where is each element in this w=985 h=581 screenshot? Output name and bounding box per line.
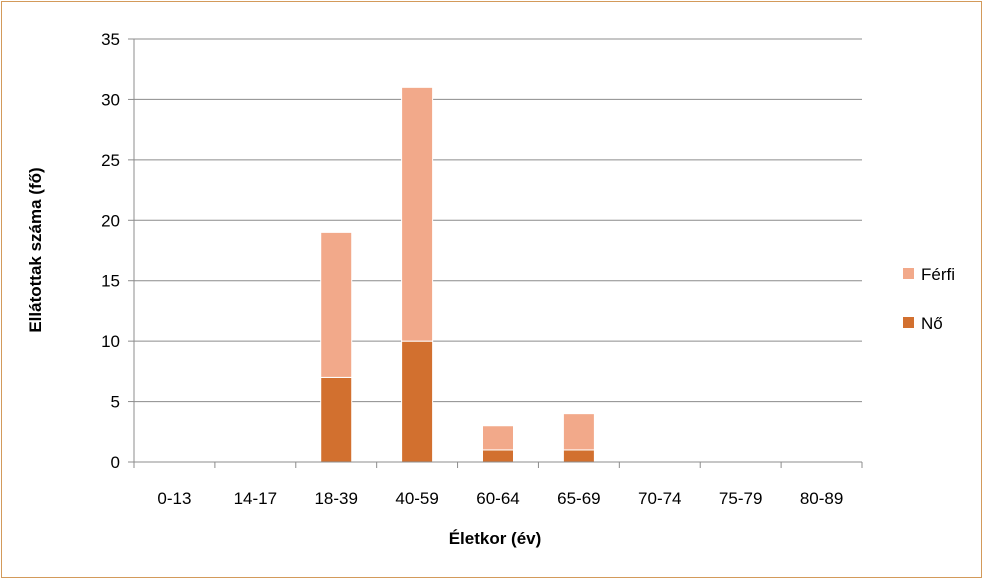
bar-ferfi: [401, 86, 434, 342]
legend-label: Férfi: [921, 265, 955, 284]
y-tick-label: 30: [101, 90, 120, 109]
bar-ferfi: [482, 425, 514, 451]
x-tick-label: 60-64: [476, 489, 519, 508]
x-tick-label: 18-39: [314, 489, 357, 508]
x-tick-label: 80-89: [800, 489, 843, 508]
x-tick-label: 0-13: [157, 489, 191, 508]
x-tick-label: 40-59: [395, 489, 438, 508]
y-tick-label: 25: [101, 151, 120, 170]
x-tick-label: 65-69: [557, 489, 600, 508]
gridlines: [134, 38, 862, 403]
y-tick-labels: 0 5 10 15 20 25 30 35: [101, 30, 120, 472]
y-tick-label: 10: [101, 332, 120, 351]
bar-no: [401, 340, 434, 463]
bar-no: [320, 376, 353, 463]
legend-label: Nő: [921, 314, 943, 333]
legend: Férfi Nő: [903, 265, 955, 333]
bar-no: [562, 449, 595, 463]
y-tick-label: 15: [101, 272, 120, 291]
bar-ferfi: [562, 413, 595, 451]
axes: [128, 38, 863, 468]
y-tick-label: 35: [101, 30, 120, 49]
y-axis-title: Ellátottak száma (fő): [26, 167, 45, 332]
bars: [320, 86, 595, 463]
x-tick-label: 14-17: [234, 489, 277, 508]
x-tick-label: 70-74: [638, 489, 681, 508]
y-tick-label: 0: [111, 453, 120, 472]
y-tick-label: 5: [111, 393, 120, 412]
bar-no: [482, 449, 514, 463]
bar-ferfi: [320, 231, 353, 378]
legend-swatch: [903, 268, 914, 279]
x-tick-label: 75-79: [719, 489, 762, 508]
legend-swatch: [903, 317, 914, 328]
x-tick-labels: 0-13 14-17 18-39 40-59 60-64 65-69 70-74 75-79 8…: [157, 489, 843, 508]
y-tick-label: 20: [101, 211, 120, 230]
x-axis-title: Életkor (év): [449, 529, 542, 548]
